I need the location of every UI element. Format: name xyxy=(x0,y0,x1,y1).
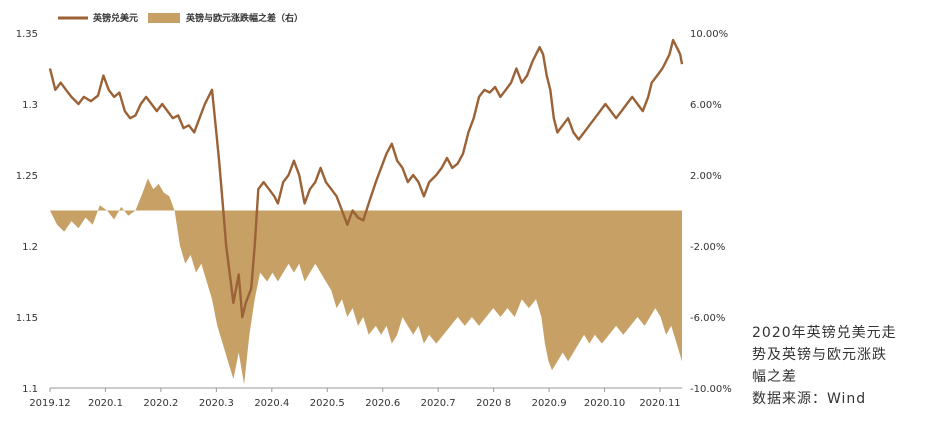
right-tick-label: -6.00% xyxy=(690,313,725,324)
right-tick-label: 6.00% xyxy=(690,100,722,111)
line-series-gbp-usd xyxy=(48,38,684,319)
area-series-pound-euro-diff xyxy=(50,178,682,385)
legend-area-swatch xyxy=(148,13,180,23)
chart-caption: 2020年英镑兑美元走 势及英镑与欧元涨跌 幅之差 数据来源：Wind xyxy=(752,322,922,410)
right-tick-label: 10.00% xyxy=(690,29,728,40)
caption-line-2: 势及英镑与欧元涨跌 xyxy=(752,347,887,363)
left-tick-label: 1.25 xyxy=(16,171,38,182)
legend: 英镑兑美元 英镑与欧元涨跌幅之差（右） xyxy=(58,12,303,24)
left-tick-label: 1.2 xyxy=(22,242,38,253)
legend-label-line: 英镑兑美元 xyxy=(92,12,138,24)
line-layer xyxy=(48,38,684,319)
x-tick-label: 2020.10 xyxy=(584,398,625,409)
x-tick-label: 2020.7 xyxy=(421,398,456,409)
axis-layer: 1.35 1.3 1.25 1.2 1.15 1.1 10.00% 6.00% 2.00% -2.… xyxy=(16,29,732,409)
x-tick-label: 2020.1 xyxy=(88,398,123,409)
x-tick-label: 2020.2 xyxy=(143,398,178,409)
left-tick-label: 1.15 xyxy=(16,313,38,324)
x-tick-label: 2020.4 xyxy=(254,398,289,409)
right-tick-label: 2.00% xyxy=(690,171,722,182)
x-tick-label: 2020.5 xyxy=(310,398,345,409)
left-tick-label: 1.3 xyxy=(22,100,38,111)
x-tick-label: 2020.3 xyxy=(199,398,234,409)
area-layer xyxy=(50,178,682,385)
x-tick-label: 2020.9 xyxy=(532,398,567,409)
caption-line-3: 幅之差 xyxy=(752,369,797,385)
x-tick-label: 2020 8 xyxy=(476,398,511,409)
right-tick-label: -10.00% xyxy=(690,384,732,395)
caption-line-4: 数据来源：Wind xyxy=(752,391,867,407)
legend-label-area: 英镑与欧元涨跌幅之差（右） xyxy=(185,12,303,24)
left-tick-label: 1.35 xyxy=(16,29,38,40)
x-tick-label: 2019.12 xyxy=(29,398,70,409)
x-tick-label: 2020.11 xyxy=(639,398,680,409)
right-tick-label: -2.00% xyxy=(690,242,725,253)
x-tick-label: 2020.6 xyxy=(365,398,400,409)
left-tick-label: 1.1 xyxy=(22,384,38,395)
caption-line-1: 2020年英镑兑美元走 xyxy=(752,325,897,341)
